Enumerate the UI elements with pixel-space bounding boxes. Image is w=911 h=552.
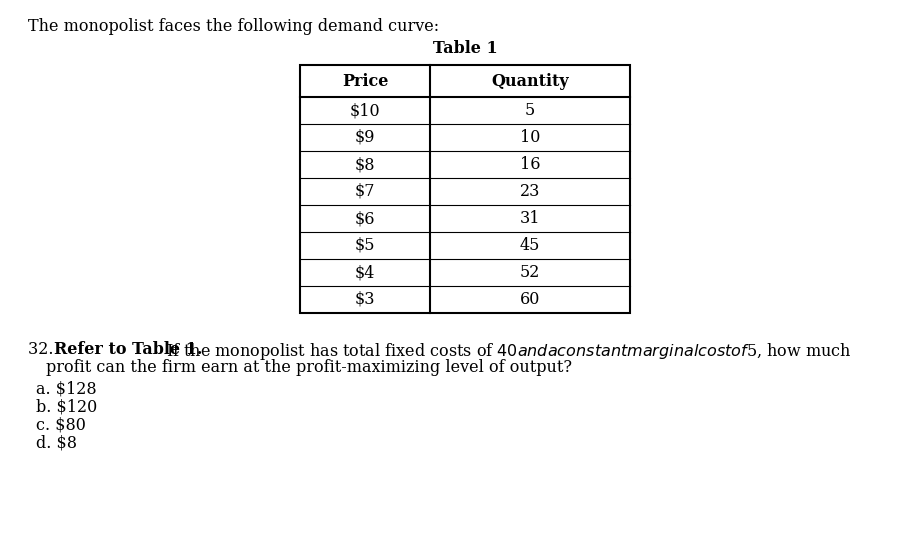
Text: 32.: 32. [28, 341, 58, 358]
Text: Refer to Table 1.: Refer to Table 1. [54, 341, 202, 358]
Text: $6: $6 [354, 210, 375, 227]
Text: 23: 23 [520, 183, 540, 200]
Text: $7: $7 [354, 183, 375, 200]
Text: c. $80: c. $80 [36, 417, 86, 434]
Text: 45: 45 [520, 237, 540, 254]
Text: $8: $8 [354, 156, 375, 173]
Text: 10: 10 [520, 129, 540, 146]
Text: $5: $5 [354, 237, 375, 254]
Bar [300, 65, 630, 313]
Text: 31: 31 [520, 210, 540, 227]
Text: $4: $4 [354, 264, 375, 281]
Text: 16: 16 [520, 156, 540, 173]
Text: Table 1: Table 1 [433, 40, 497, 57]
Text: 5: 5 [525, 102, 535, 119]
Text: 52: 52 [520, 264, 540, 281]
Text: $9: $9 [354, 129, 375, 146]
Text: $3: $3 [354, 291, 375, 308]
Text: 60: 60 [520, 291, 540, 308]
Text: profit can the firm earn at the profit-maximizing level of output?: profit can the firm earn at the profit-m… [46, 359, 572, 376]
Text: The monopolist faces the following demand curve:: The monopolist faces the following deman… [28, 18, 439, 35]
Text: If the monopolist has total fixed costs of $40 and a constant marginal cost of $: If the monopolist has total fixed costs … [161, 341, 852, 362]
Text: Quantity: Quantity [491, 72, 568, 89]
Text: b. $120: b. $120 [36, 399, 97, 416]
Text: $10: $10 [350, 102, 380, 119]
Text: a. $128: a. $128 [36, 381, 97, 398]
Text: Price: Price [342, 72, 388, 89]
Text: d. $8: d. $8 [36, 435, 77, 452]
